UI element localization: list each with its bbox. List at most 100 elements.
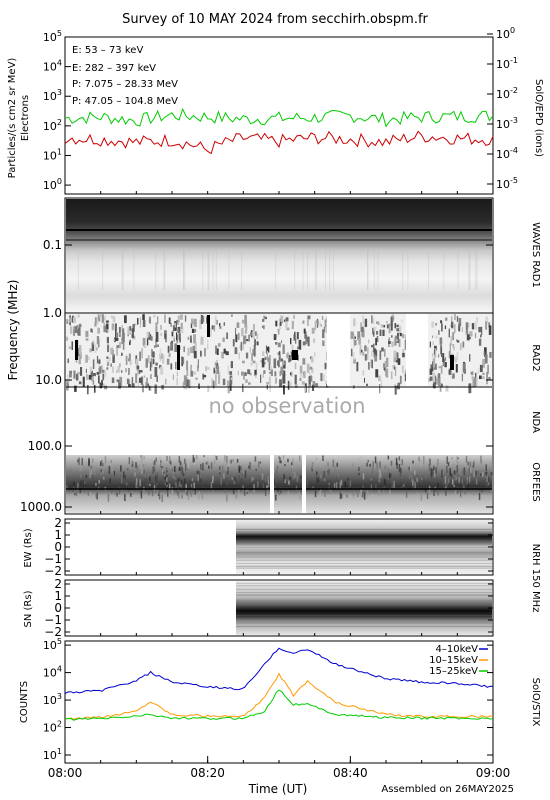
rad2-pixel (140, 317, 142, 325)
orfees-pixel (176, 469, 179, 474)
rad2-pixel (119, 376, 122, 383)
rad2-pixel (436, 377, 439, 385)
orfees-pixel (473, 471, 475, 478)
orfees-pixel (416, 474, 418, 477)
orfees-pixel (106, 480, 108, 485)
stix-series-1 (64, 672, 494, 720)
orfees-pixel (383, 478, 385, 487)
orfees-pixel (168, 483, 171, 489)
rad2-pixel (248, 382, 251, 385)
rad2-pixel (128, 368, 130, 375)
rad2-pixel (181, 356, 183, 367)
orfees-pixel (205, 462, 208, 465)
xaxis-tick-1: 08:20 (190, 766, 225, 780)
rad2-pixel (362, 330, 365, 338)
rad2-pixel (354, 336, 356, 339)
particles-ylabel: Particles/(s cm2 sr MeV) (7, 58, 18, 179)
orfees-pixel (89, 492, 92, 497)
figure-title: Survey of 10 MAY 2024 from secchirh.obsp… (122, 12, 428, 27)
rad2-pixel (219, 326, 222, 329)
rad2-pixel (437, 377, 441, 386)
rad2-pixel (180, 314, 183, 320)
rad2-pixel (266, 352, 268, 361)
nrh-sn-ylabel: SN (Rs) (23, 590, 34, 627)
rad2-pixel (465, 329, 467, 335)
rad2-pixel (314, 352, 316, 357)
rad2-pixel (385, 363, 387, 373)
orfees-pixel (306, 479, 309, 486)
rad2-pixel (68, 346, 71, 349)
rad2-pixel (154, 384, 157, 394)
orfees-pixel (149, 476, 151, 481)
rad2-pixel (289, 382, 292, 387)
rad2-pixel (128, 353, 131, 361)
rad2-pixel (89, 366, 92, 372)
rad2-pixel (359, 345, 362, 355)
nda-no-observation: no observation (208, 394, 365, 418)
orfees-pixel (378, 489, 380, 496)
rad2-pixel (98, 359, 101, 364)
rad2-pixel (91, 342, 95, 351)
orfees-pixel (403, 481, 406, 486)
rad2-pixel (252, 349, 254, 355)
orfees-pixel (151, 490, 154, 497)
orfees-pixel (212, 476, 214, 483)
rad2-pixel (365, 353, 368, 357)
orfees-pixel (332, 459, 335, 468)
orfees-pixel (180, 483, 182, 487)
rad2-pixel (280, 315, 284, 322)
rad2-pixel (393, 350, 397, 358)
rad2-pixel (353, 340, 357, 346)
orfees-pixel (484, 472, 486, 476)
rad2-pixel (148, 385, 150, 391)
rad2-pixel (429, 341, 431, 348)
rad2-pixel (149, 317, 151, 324)
rad2-pixel (244, 314, 247, 325)
rad2-pixel (103, 325, 107, 333)
orfees-pixel (328, 489, 331, 494)
rad2-pixel (295, 384, 298, 388)
orfees-pixel (184, 478, 186, 484)
rad2-pixel (106, 323, 109, 333)
rad2-pixel (106, 336, 109, 344)
orfees-pixel (475, 470, 477, 476)
rad2-pixel (456, 339, 458, 342)
rad2-pixel (487, 364, 489, 374)
rad2-pixel (92, 359, 95, 369)
orfees-pixel (360, 490, 362, 498)
rad2-pixel (396, 352, 399, 363)
rad2-pixel (134, 323, 137, 326)
orfees-pixel (383, 486, 385, 489)
rad2-pixel (431, 321, 434, 328)
rad2-pixel (197, 364, 199, 372)
rad2-pixel (468, 383, 472, 394)
orfees-pixel (206, 472, 208, 476)
rad2-pixel (155, 338, 158, 348)
orfees-pixel (362, 485, 364, 488)
rad2-pixel (253, 344, 256, 350)
rad2-pixel (115, 329, 117, 340)
orfees-pixel (420, 477, 423, 481)
rad2-pixel (129, 341, 131, 346)
rad2-pixel (377, 321, 380, 325)
orfees-pixel (371, 467, 373, 471)
orfees-pixel (153, 479, 155, 485)
rad2-pixel (148, 331, 150, 338)
rad2-pixel (121, 325, 123, 329)
orfees-pixel (73, 481, 75, 487)
orfees-pixel (273, 478, 275, 485)
orfees-pixel (475, 478, 478, 485)
rad2-pixel (432, 341, 434, 345)
orfees-pixel (464, 459, 467, 464)
rad2-pixel (78, 381, 82, 385)
rad2-pixel (237, 370, 239, 376)
orfees-pixel (473, 492, 475, 495)
rad2-pixel (135, 358, 139, 369)
orfees-pixel (412, 480, 414, 487)
rad2-pixel (227, 365, 229, 375)
orfees-pixel (420, 494, 423, 501)
orfees-pixel (464, 490, 466, 495)
rad2-pixel (397, 382, 401, 385)
orfees-pixel (222, 465, 224, 473)
rad2-pixel (437, 373, 441, 379)
